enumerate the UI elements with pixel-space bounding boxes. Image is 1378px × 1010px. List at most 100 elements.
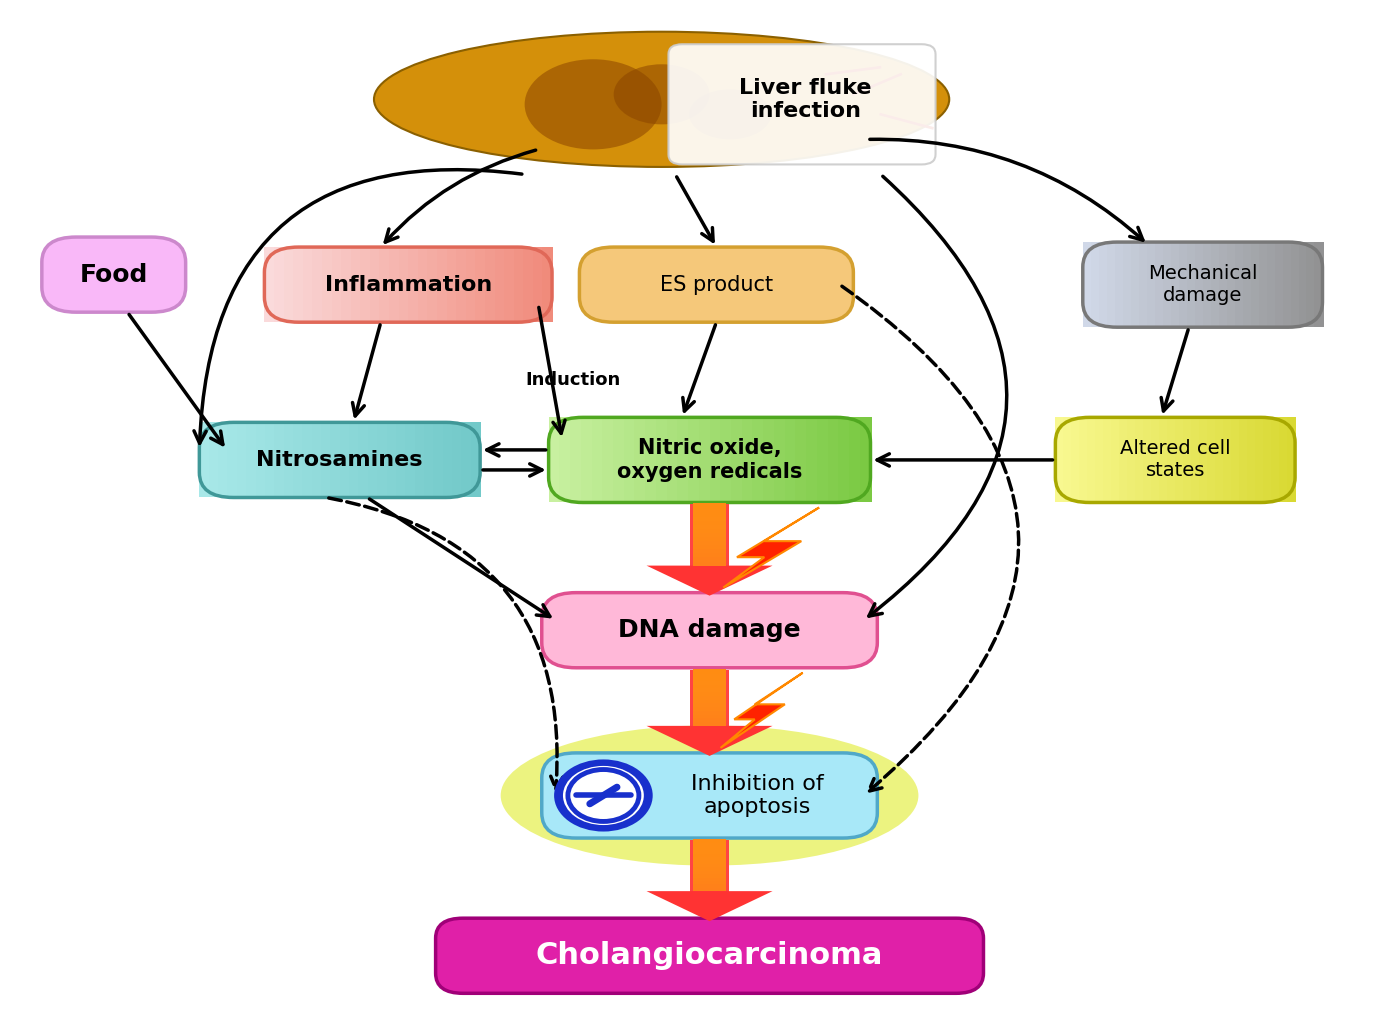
FancyBboxPatch shape [1175,417,1185,503]
FancyBboxPatch shape [693,863,726,868]
FancyBboxPatch shape [693,677,726,681]
FancyBboxPatch shape [693,561,726,566]
FancyBboxPatch shape [360,247,371,322]
FancyBboxPatch shape [41,237,186,312]
FancyBboxPatch shape [591,417,604,503]
FancyBboxPatch shape [433,422,444,498]
FancyBboxPatch shape [227,422,238,498]
FancyBboxPatch shape [446,247,457,322]
Text: Food: Food [80,263,147,287]
FancyBboxPatch shape [1191,417,1200,503]
FancyBboxPatch shape [693,873,726,878]
Ellipse shape [373,31,949,167]
Text: Inflammation: Inflammation [325,275,492,295]
FancyBboxPatch shape [1163,242,1173,327]
FancyBboxPatch shape [849,417,861,503]
FancyBboxPatch shape [693,557,726,562]
FancyBboxPatch shape [1131,242,1140,327]
FancyBboxPatch shape [817,417,830,503]
FancyBboxPatch shape [340,422,350,498]
FancyBboxPatch shape [645,417,657,503]
FancyBboxPatch shape [693,717,726,722]
FancyBboxPatch shape [763,417,776,503]
FancyBboxPatch shape [1247,417,1257,503]
FancyBboxPatch shape [322,247,333,322]
FancyBboxPatch shape [1144,417,1152,503]
FancyBboxPatch shape [693,867,726,871]
FancyBboxPatch shape [1199,417,1209,503]
FancyBboxPatch shape [634,417,646,503]
FancyBboxPatch shape [693,849,726,853]
FancyBboxPatch shape [1275,242,1284,327]
FancyBboxPatch shape [1264,417,1272,503]
FancyBboxPatch shape [690,505,729,573]
FancyBboxPatch shape [1258,242,1268,327]
FancyBboxPatch shape [1127,417,1137,503]
FancyBboxPatch shape [1298,242,1308,327]
FancyBboxPatch shape [693,540,726,545]
FancyBboxPatch shape [485,247,496,322]
FancyBboxPatch shape [218,422,229,498]
FancyBboxPatch shape [274,247,285,322]
FancyBboxPatch shape [693,887,726,891]
FancyBboxPatch shape [265,247,276,322]
FancyBboxPatch shape [378,422,387,498]
FancyBboxPatch shape [265,422,276,498]
FancyBboxPatch shape [389,247,400,322]
Text: ES product: ES product [660,275,773,295]
FancyBboxPatch shape [1071,417,1080,503]
FancyBboxPatch shape [524,247,535,322]
FancyBboxPatch shape [1235,242,1244,327]
Text: Inhibition of
apoptosis: Inhibition of apoptosis [692,774,824,817]
FancyBboxPatch shape [1226,242,1236,327]
FancyBboxPatch shape [1135,417,1145,503]
FancyBboxPatch shape [1279,417,1288,503]
FancyBboxPatch shape [838,417,850,503]
FancyBboxPatch shape [693,856,726,861]
FancyBboxPatch shape [1064,417,1072,503]
Polygon shape [646,726,773,755]
FancyBboxPatch shape [774,417,785,503]
FancyBboxPatch shape [784,417,796,503]
FancyBboxPatch shape [667,417,679,503]
FancyBboxPatch shape [678,417,689,503]
FancyBboxPatch shape [1178,242,1188,327]
FancyBboxPatch shape [533,247,544,322]
Polygon shape [646,566,773,596]
FancyBboxPatch shape [471,422,481,498]
FancyBboxPatch shape [1306,242,1316,327]
FancyBboxPatch shape [690,840,729,898]
FancyBboxPatch shape [1098,242,1108,327]
FancyBboxPatch shape [688,417,700,503]
Text: Nitrosamines: Nitrosamines [256,449,423,470]
FancyBboxPatch shape [693,842,726,846]
FancyBboxPatch shape [387,422,397,498]
FancyBboxPatch shape [668,44,936,165]
FancyBboxPatch shape [580,417,593,503]
FancyBboxPatch shape [1123,242,1133,327]
FancyBboxPatch shape [466,247,477,322]
FancyBboxPatch shape [693,520,726,525]
FancyBboxPatch shape [579,247,853,322]
FancyBboxPatch shape [693,695,726,700]
FancyBboxPatch shape [1171,242,1180,327]
FancyBboxPatch shape [1155,242,1164,327]
FancyBboxPatch shape [284,247,295,322]
Text: DNA damage: DNA damage [619,618,801,642]
FancyBboxPatch shape [395,422,407,498]
FancyBboxPatch shape [741,417,754,503]
FancyBboxPatch shape [369,247,380,322]
FancyBboxPatch shape [415,422,426,498]
Ellipse shape [500,725,918,866]
FancyBboxPatch shape [1091,242,1100,327]
FancyBboxPatch shape [690,670,729,733]
Circle shape [573,773,634,818]
FancyBboxPatch shape [437,247,448,322]
FancyBboxPatch shape [693,524,726,529]
FancyBboxPatch shape [475,247,486,322]
FancyBboxPatch shape [311,422,322,498]
FancyBboxPatch shape [730,417,743,503]
FancyBboxPatch shape [331,422,342,498]
FancyBboxPatch shape [693,528,726,533]
FancyBboxPatch shape [693,839,726,843]
